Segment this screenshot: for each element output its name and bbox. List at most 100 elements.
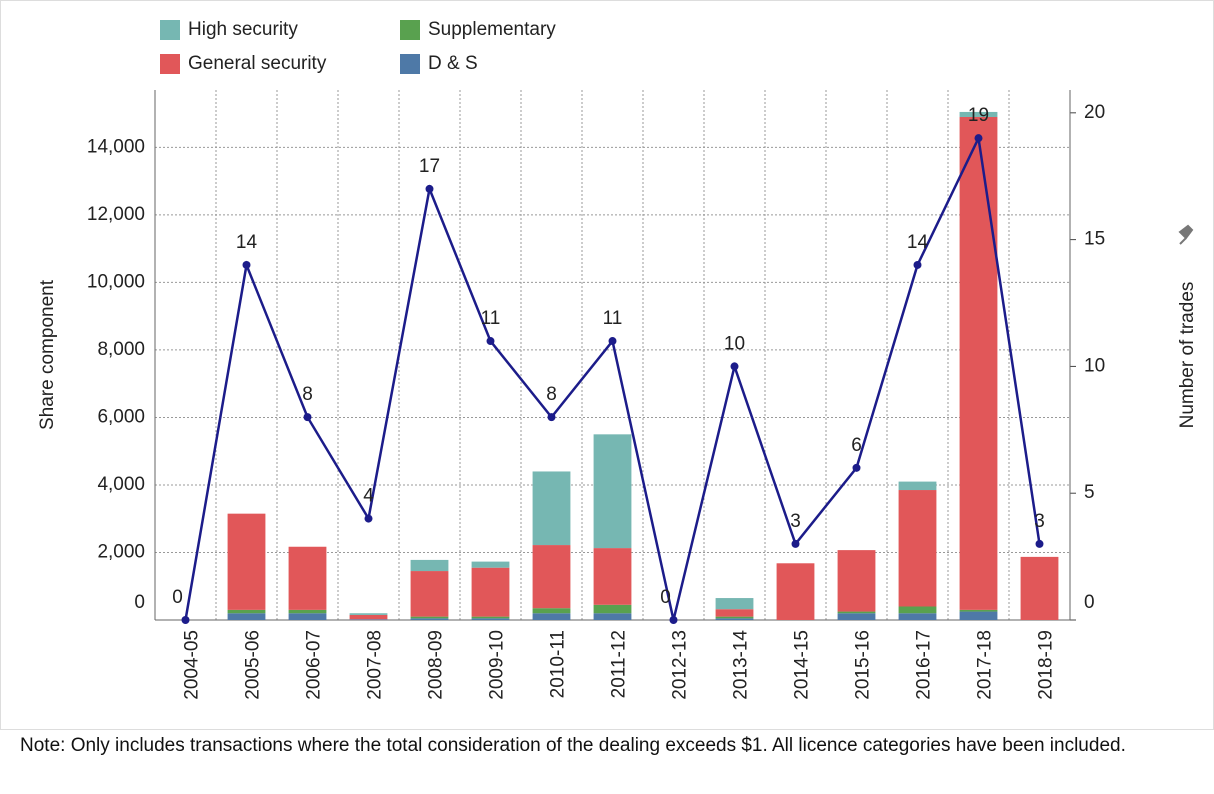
y2-axis-label: Number of trades <box>1177 282 1198 429</box>
y-tick-label: 0 <box>134 592 145 613</box>
legend-label: Supplementary <box>428 19 556 40</box>
x-tick-label: 2013-14 <box>731 630 752 700</box>
bar-segment <box>288 609 327 614</box>
bar-segment <box>837 611 876 614</box>
bar-segment <box>959 117 998 610</box>
trades-label: 10 <box>724 333 745 354</box>
note: Note: Only includes transactions where t… <box>20 735 1126 756</box>
bar-segment <box>898 606 937 614</box>
x-tick-label: 2016-17 <box>914 630 935 700</box>
trades-label: 6 <box>851 435 862 456</box>
trades-point <box>852 463 861 472</box>
x-tick-label: 2018-19 <box>1036 630 1057 700</box>
x-tick-label: 2009-10 <box>487 630 508 700</box>
x-tick-label: 2012-13 <box>670 630 691 700</box>
y-tick-label: 10,000 <box>87 271 145 292</box>
bar-segment <box>959 609 998 612</box>
bar-segment <box>288 546 327 610</box>
y2-tick-label: 5 <box>1084 482 1095 503</box>
bar-segment <box>349 614 388 620</box>
x-tick-label: 2015-16 <box>853 630 874 700</box>
bar-segment <box>471 616 510 619</box>
chart: Share component Number of trades 0 2,000 4… <box>0 0 1214 730</box>
legend-label: D & S <box>428 53 478 74</box>
trades-label: 4 <box>363 486 374 507</box>
x-tick-label: 2010-11 <box>548 630 569 698</box>
bar-segment <box>837 613 876 620</box>
legend-swatch <box>160 54 180 74</box>
trades-label: 8 <box>546 384 557 405</box>
x-tick-label: 2005-06 <box>243 630 264 700</box>
trades-point <box>547 413 556 422</box>
bar-segment <box>715 618 754 620</box>
x-tick-label: 2008-09 <box>426 630 447 700</box>
trades-label: 14 <box>236 232 258 253</box>
trades-label: 19 <box>968 105 989 126</box>
trades-label: 8 <box>302 384 313 405</box>
trades-point <box>242 260 251 269</box>
bar-segment <box>776 563 815 620</box>
bar-segment <box>715 598 754 610</box>
bar-segment <box>471 567 510 617</box>
bar-segment <box>532 545 571 609</box>
legend-label: High security <box>188 19 298 40</box>
bar-segment <box>471 561 510 568</box>
y-tick-label: 2,000 <box>97 541 145 562</box>
x-tick-label: 2017-18 <box>975 630 996 700</box>
y2-tick-label: 0 <box>1084 592 1095 613</box>
y-tick-label: 14,000 <box>87 136 145 157</box>
x-tick-label: 2007-08 <box>365 630 386 700</box>
trades-point <box>730 362 739 371</box>
trades-point <box>791 539 800 548</box>
bar-segment <box>410 618 449 620</box>
legend-swatch <box>160 20 180 40</box>
trades-point <box>608 337 617 346</box>
bar-segment <box>593 548 632 605</box>
trades-point <box>1035 539 1044 548</box>
bar-segment <box>532 471 571 546</box>
bar-segment <box>898 490 937 607</box>
trades-label: 3 <box>790 511 801 532</box>
bar-segment <box>898 613 937 620</box>
bar-segment <box>532 608 571 614</box>
bar-segment <box>471 618 510 620</box>
trades-point <box>913 260 922 269</box>
bar-segment <box>715 609 754 617</box>
y2-tick-label: 20 <box>1084 102 1105 123</box>
trades-point <box>669 616 678 624</box>
trades-point <box>425 184 434 193</box>
trades-point <box>974 134 983 143</box>
y-tick-label: 6,000 <box>97 406 145 427</box>
trades-point <box>364 514 373 523</box>
x-tick-label: 2004-05 <box>182 630 203 700</box>
legend-label: General security <box>188 53 327 74</box>
y-tick-label: 8,000 <box>97 339 145 360</box>
x-tick-label: 2014-15 <box>792 630 813 700</box>
bar-segment <box>532 613 571 620</box>
bar-segment <box>410 571 449 617</box>
trades-label: 0 <box>660 587 671 608</box>
bar-segment <box>837 550 876 612</box>
y-tick-label: 12,000 <box>87 204 145 225</box>
bar-segment <box>349 613 388 615</box>
y-axis-label: Share component <box>37 279 58 430</box>
legend-swatch <box>400 54 420 74</box>
y2-tick-label: 10 <box>1084 355 1105 376</box>
y-tick-label: 4,000 <box>97 474 145 495</box>
bar-segment <box>349 619 388 620</box>
legend-swatch <box>400 20 420 40</box>
trades-label: 3 <box>1034 511 1045 532</box>
bar-segment <box>410 559 449 572</box>
trades-label: 0 <box>172 587 183 608</box>
x-tick-label: 2011-12 <box>609 630 630 698</box>
trades-label: 17 <box>419 156 440 177</box>
bar-segment <box>593 604 632 614</box>
trades-label: 14 <box>907 232 929 253</box>
bar-segment <box>227 513 266 610</box>
bar-segment <box>288 613 327 620</box>
y2-tick-label: 15 <box>1084 229 1105 250</box>
bar-segment <box>227 609 266 614</box>
trades-point <box>303 413 312 422</box>
bar-segment <box>593 434 632 549</box>
